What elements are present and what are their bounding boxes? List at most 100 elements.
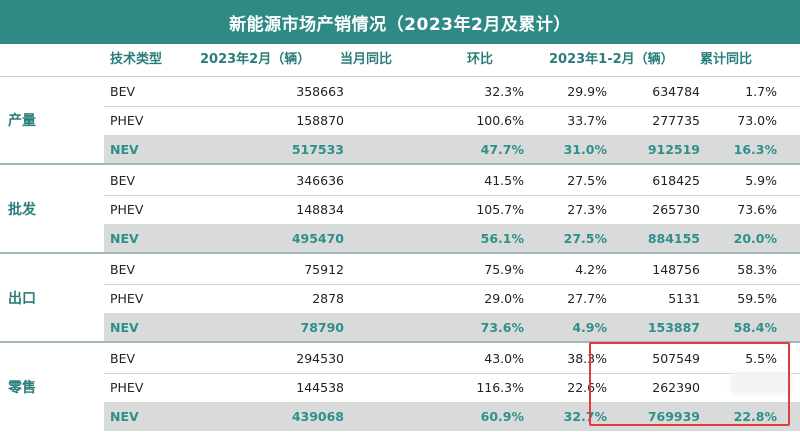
cell-cum-yoy: 58.4% — [733, 320, 777, 335]
cell-mom: 4.9% — [572, 320, 607, 335]
cell-cum-yoy: 58.3% — [737, 262, 777, 277]
cell-cum-yoy: 5.9% — [745, 173, 777, 188]
cell-mom: 27.7% — [567, 291, 607, 306]
row-divider — [104, 373, 800, 374]
cell-cum-yoy: 5.5% — [745, 351, 777, 366]
cell-cum: 148756 — [652, 262, 700, 277]
group-divider — [0, 341, 800, 343]
cell-mom: 4.2% — [575, 262, 607, 277]
cell-cum: 912519 — [647, 142, 700, 157]
cell-cum: 277735 — [652, 113, 700, 128]
group-label: 批发 — [8, 202, 36, 218]
obscured-region — [730, 372, 792, 394]
header-feb: 2023年2月（辆） — [200, 52, 311, 67]
cell-cum: 5131 — [668, 291, 700, 306]
cell-cum: 507549 — [652, 351, 700, 366]
group-label: 零售 — [8, 380, 36, 396]
group-production: 产量 BEV 358663 32.3% 29.9% 634784 1.7% PH… — [0, 77, 800, 164]
table-row: PHEV 144538 116.3% 22.6% 262390 — [104, 373, 800, 402]
cell-feb: 358663 — [296, 84, 344, 99]
group-retail: 零售 BEV 294530 43.0% 38.3% 507549 5.5% PH… — [0, 344, 800, 431]
cell-type: NEV — [110, 320, 139, 335]
cell-feb: 158870 — [296, 113, 344, 128]
cell-feb: 78790 — [300, 320, 345, 335]
cell-feb: 144538 — [296, 380, 344, 395]
cell-type: NEV — [110, 409, 139, 424]
table-row: PHEV 2878 29.0% 27.7% 5131 59.5% — [104, 284, 800, 313]
group-divider — [0, 163, 800, 165]
table-title: 新能源市场产销情况（2023年2月及累计） — [0, 0, 800, 44]
cell-mom: 38.3% — [567, 351, 607, 366]
cell-yoy: 100.6% — [476, 113, 524, 128]
row-divider — [104, 284, 800, 285]
table-row: BEV 358663 32.3% 29.9% 634784 1.7% — [104, 77, 800, 106]
header-yoy: 当月同比 — [340, 52, 393, 67]
cell-yoy: 73.6% — [480, 320, 524, 335]
row-divider — [104, 195, 800, 196]
header-cum: 2023年1-2月（辆） — [549, 52, 674, 67]
cell-feb: 517533 — [291, 142, 344, 157]
cell-cum-yoy: 73.6% — [737, 202, 777, 217]
cell-feb: 495470 — [291, 231, 344, 246]
cell-cum-yoy: 73.0% — [737, 113, 777, 128]
cell-yoy: 29.0% — [484, 291, 524, 306]
cell-feb: 294530 — [296, 351, 344, 366]
header-cum-yoy: 累计同比 — [700, 52, 753, 67]
cell-type: BEV — [110, 351, 136, 366]
row-divider — [104, 106, 800, 107]
cell-mom: 33.7% — [567, 113, 607, 128]
cell-yoy: 32.3% — [484, 84, 524, 99]
group-wholesale: 批发 BEV 346636 41.5% 27.5% 618425 5.9% PH… — [0, 166, 800, 253]
cell-mom: 27.5% — [567, 173, 607, 188]
cell-type: NEV — [110, 231, 139, 246]
header-type: 技术类型 — [110, 52, 163, 67]
cell-cum: 262390 — [652, 380, 700, 395]
cell-type: PHEV — [110, 113, 144, 128]
table-row: PHEV 148834 105.7% 27.3% 265730 73.6% — [104, 195, 800, 224]
cell-cum-yoy: 20.0% — [733, 231, 777, 246]
cell-cum: 769939 — [647, 409, 700, 424]
cell-cum: 634784 — [652, 84, 700, 99]
cell-mom: 29.9% — [567, 84, 607, 99]
cell-type: PHEV — [110, 202, 144, 217]
cell-cum: 265730 — [652, 202, 700, 217]
highlight-box — [589, 342, 790, 426]
cell-yoy: 47.7% — [480, 142, 524, 157]
cell-yoy: 43.0% — [484, 351, 524, 366]
cell-cum-yoy: 22.8% — [733, 409, 777, 424]
table-row-nev: NEV 78790 73.6% 4.9% 153887 58.4% — [104, 313, 800, 342]
cell-yoy: 116.3% — [476, 380, 524, 395]
header-mom: 环比 — [467, 52, 494, 67]
group-export: 出口 BEV 75912 75.9% 4.2% 148756 58.3% PHE… — [0, 255, 800, 342]
cell-cum: 884155 — [647, 231, 700, 246]
cell-cum-yoy: 59.5% — [737, 291, 777, 306]
group-label: 产量 — [8, 113, 36, 129]
cell-feb: 75912 — [304, 262, 344, 277]
table-row: PHEV 158870 100.6% 33.7% 277735 73.0% — [104, 106, 800, 135]
cell-feb: 439068 — [291, 409, 344, 424]
cell-yoy: 41.5% — [484, 173, 524, 188]
cell-type: BEV — [110, 173, 136, 188]
cell-cum-yoy: 16.3% — [733, 142, 777, 157]
group-label: 出口 — [8, 291, 36, 307]
cell-yoy: 60.9% — [480, 409, 524, 424]
group-divider — [0, 252, 800, 254]
cell-mom: 32.7% — [563, 409, 607, 424]
cell-yoy: 75.9% — [484, 262, 524, 277]
cell-mom: 27.5% — [563, 231, 607, 246]
cell-yoy: 56.1% — [480, 231, 524, 246]
table-row: BEV 75912 75.9% 4.2% 148756 58.3% — [104, 255, 800, 284]
cell-type: PHEV — [110, 291, 144, 306]
cell-feb: 2878 — [312, 291, 344, 306]
cell-feb: 346636 — [296, 173, 344, 188]
cell-cum: 618425 — [652, 173, 700, 188]
cell-cum: 153887 — [647, 320, 700, 335]
cell-type: BEV — [110, 84, 136, 99]
cell-type: NEV — [110, 142, 139, 157]
table-header-row: 技术类型 2023年2月（辆） 当月同比 环比 2023年1-2月（辆） 累计同… — [0, 44, 800, 77]
cell-cum-yoy: 1.7% — [745, 84, 777, 99]
cell-type: BEV — [110, 262, 136, 277]
cell-mom: 31.0% — [563, 142, 607, 157]
table-row-nev: NEV 439068 60.9% 32.7% 769939 22.8% — [104, 402, 800, 431]
cell-yoy: 105.7% — [476, 202, 524, 217]
